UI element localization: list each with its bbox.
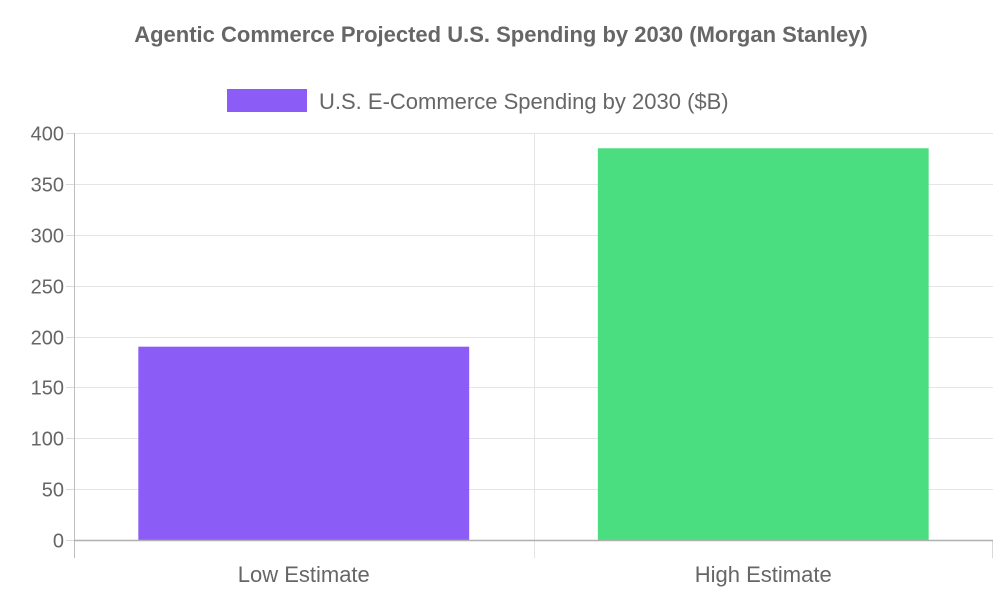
y-tick-label: 350: [31, 175, 64, 197]
y-axis-tick-labels: 0 50 100 150 200 250 300 350 400: [31, 124, 64, 553]
y-tick-label: 150: [31, 378, 64, 400]
y-tick-label: 250: [31, 277, 64, 299]
y-tick-label: 50: [42, 480, 64, 502]
y-tick-label: 100: [31, 429, 64, 451]
y-tick-label: 200: [31, 328, 64, 350]
bars: [138, 148, 929, 540]
x-category-label: High Estimate: [695, 562, 832, 587]
legend-swatch: [227, 89, 307, 112]
y-tick-label: 300: [31, 226, 64, 248]
legend[interactable]: U.S. E-Commerce Spending by 2030 ($B): [227, 89, 729, 114]
bar-high-estimate[interactable]: [597, 148, 929, 540]
axes: [66, 133, 993, 558]
y-tick-label: 400: [31, 124, 64, 146]
x-axis-category-labels: Low Estimate High Estimate: [238, 562, 832, 587]
y-tick-label: 0: [53, 531, 64, 553]
x-category-label: Low Estimate: [238, 562, 370, 587]
legend-label: U.S. E-Commerce Spending by 2030 ($B): [319, 89, 729, 114]
bar-low-estimate[interactable]: [138, 346, 470, 540]
chart-title: Agentic Commerce Projected U.S. Spending…: [134, 22, 868, 47]
